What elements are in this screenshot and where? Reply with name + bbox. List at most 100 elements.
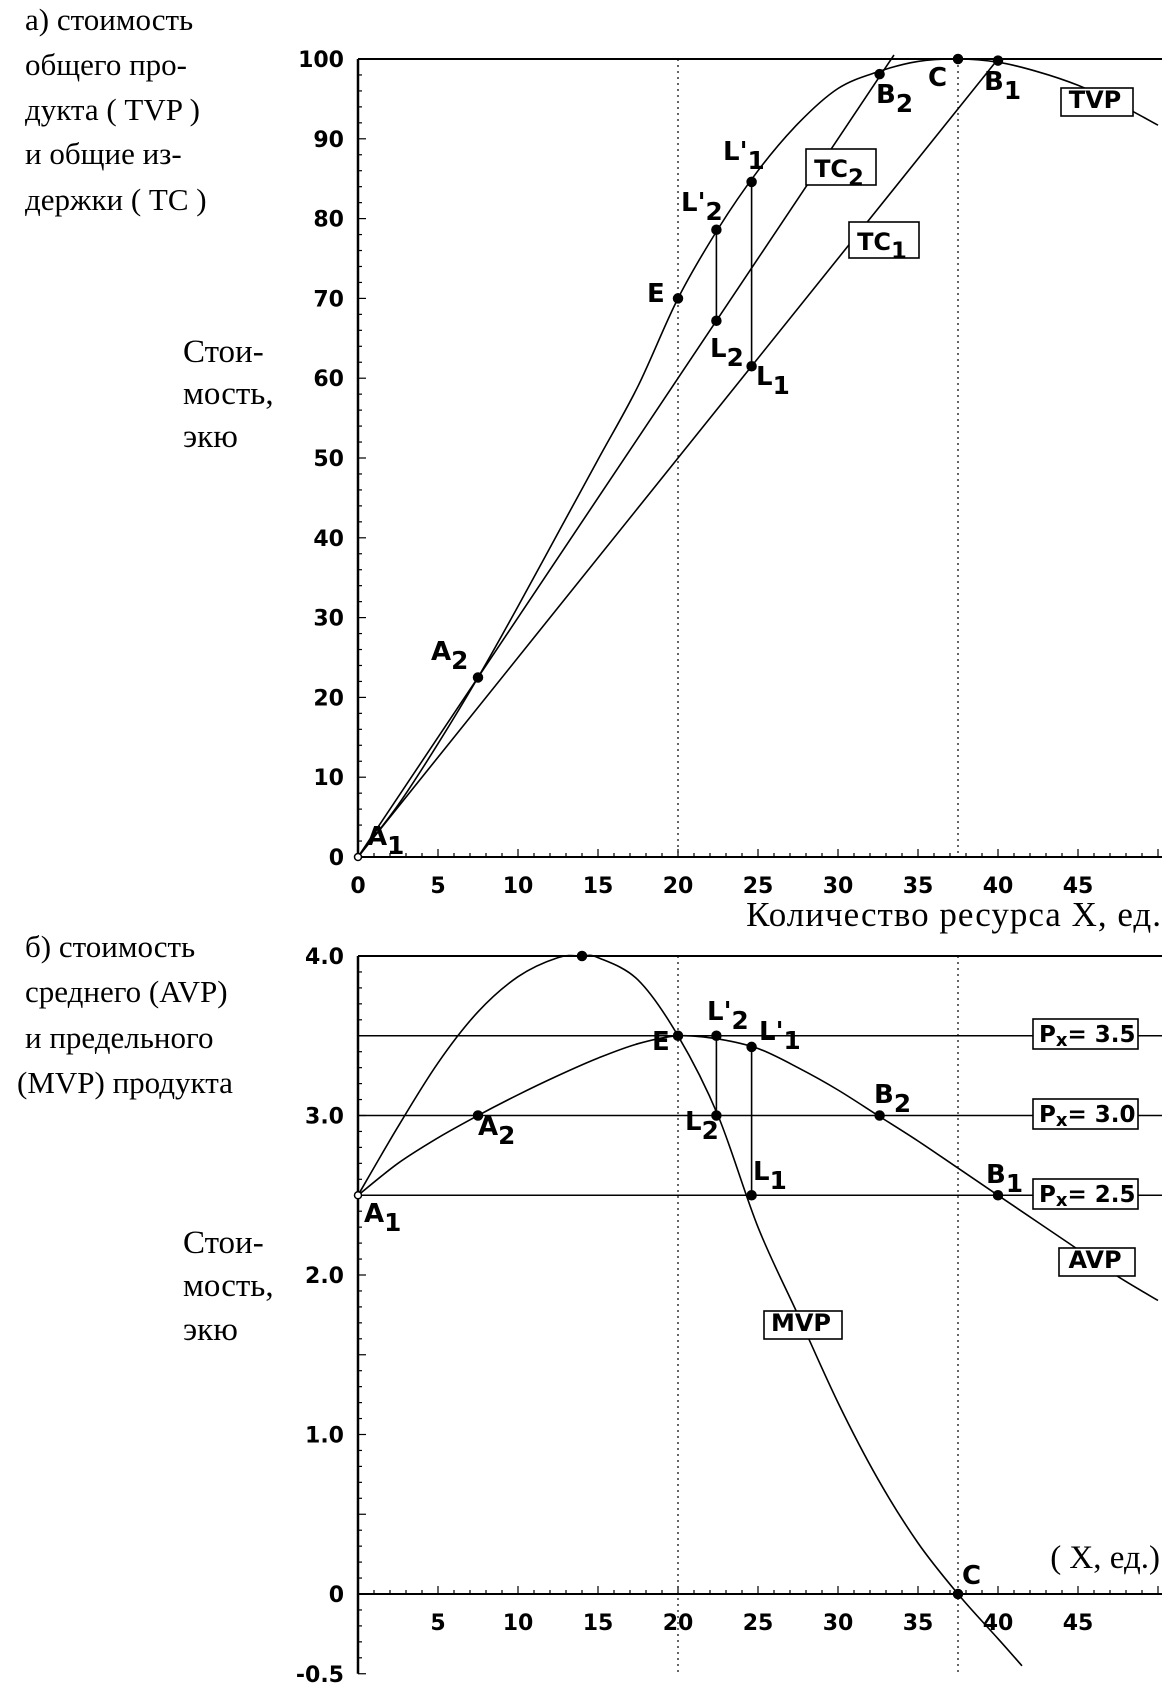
top-ylabel-line-3: экю	[183, 419, 238, 455]
top-point-l1	[746, 360, 757, 372]
top-legend-label-tc2: TC2	[814, 155, 864, 191]
top-legend-label-tc1: TC1	[857, 228, 907, 264]
bottom-point-l2	[711, 1110, 722, 1121]
bottom-legend-box-avp	[1058, 1247, 1136, 1277]
top-point-label-l1: L1	[756, 362, 790, 400]
bottom-point-e	[672, 1030, 684, 1041]
bottom-legend-label-mvp: MVP	[771, 1309, 831, 1337]
top-point-label-l2: L2	[710, 334, 744, 372]
bottom-point-a1	[353, 1191, 363, 1200]
bottom-x-tick-label: 35	[903, 1611, 934, 1636]
top-title-line-5: держки ( TC )	[25, 182, 207, 217]
bottom-x-tick-label: 25	[743, 1611, 774, 1636]
top-point-a2	[472, 672, 484, 683]
top-series-tc2	[357, 54, 895, 858]
bottom-x-tick-label: 15	[583, 1611, 614, 1636]
top-ylabel: Стои- мость, экю	[183, 334, 274, 455]
bottom-series-mvp	[357, 954, 1023, 1667]
top-x-tick-label: 20	[663, 874, 694, 899]
top-ylabel-line-1: Стои-	[183, 334, 264, 370]
top-x-tick-label: 30	[823, 874, 854, 899]
bottom-legend-label-px-3-0: Px= 3.0	[1039, 1102, 1136, 1131]
top-x-tick-label: 35	[903, 874, 934, 899]
bottom-title-line-4: (MVP) продукта	[17, 1065, 233, 1100]
top-title-line-2: общего про-	[25, 47, 187, 82]
top-point-label-l1p: L'1	[723, 137, 765, 175]
top-panel-title: а) стоимость общего про- дукта ( TVP ) и…	[25, 2, 207, 217]
top-x-tick-label: 40	[983, 874, 1014, 899]
top-point-label-c: C	[928, 63, 947, 93]
bottom-point-label-l1p: L'1	[759, 1017, 801, 1055]
top-series-tc1	[357, 58, 999, 858]
top-point-label-a2: A2	[431, 637, 468, 675]
top-y-tick-label: 30	[313, 607, 344, 632]
top-title-line-3: дукта ( TVP )	[25, 92, 200, 127]
top-point-l1p	[746, 176, 757, 188]
top-title-line-1: а) стоимость	[25, 2, 193, 37]
bottom-point-label-a1: A1	[364, 1199, 401, 1237]
bottom-ylabel-line-1: Стои-	[183, 1225, 264, 1261]
top-y-tick-label: 0	[329, 846, 344, 871]
bottom-y-tick-label: 0	[329, 1583, 344, 1608]
bottom-point-label-l2p: L'2	[707, 997, 749, 1035]
bottom-y-tick-label: 4.0	[305, 945, 344, 970]
bottom-point-label-b2: B2	[874, 1080, 911, 1118]
bottom-x-tick-label: 45	[1063, 1611, 1094, 1636]
top-point-c	[952, 53, 964, 65]
bottom-point-label-b1: B1	[986, 1160, 1023, 1198]
bottom-point-l1p	[746, 1041, 757, 1053]
bottom-legend-label-px-2-5: Px= 2.5	[1039, 1182, 1136, 1211]
bottom-ylabel: Стои- мость, экю	[183, 1225, 274, 1348]
bottom-y-tick-label: -0.5	[296, 1663, 344, 1688]
top-point-label-e: E	[647, 279, 665, 309]
bottom-legend-label-px-3-5: Px= 3.5	[1039, 1022, 1136, 1051]
top-legend-box-tvp	[1060, 87, 1134, 117]
bottom-y-tick-label: 1.0	[305, 1424, 344, 1449]
bottom-xlabel: ( X, ед.)	[1050, 1540, 1160, 1576]
top-x-tick-label: 5	[430, 874, 445, 899]
top-x-tick-label: 0	[350, 874, 365, 899]
bottom-point-l2p	[711, 1030, 722, 1041]
top-y-tick-label: 80	[313, 208, 344, 233]
top-y-tick-label: 60	[313, 367, 344, 392]
bottom-legend-box-px-2-5	[1032, 1178, 1139, 1210]
top-y-tick-label: 70	[313, 287, 344, 312]
top-point-a1	[353, 852, 363, 862]
bottom-title-line-3: и предельного	[25, 1020, 213, 1055]
bottom-legend-box-px-3-5	[1032, 1018, 1139, 1050]
top-point-label-b2: B2	[876, 80, 913, 118]
bottom-legend-box-mvp	[763, 1310, 843, 1340]
plot-bottom: 5 10 15 20 25 30 35 40 45-0.501.02.03.04.0A1A2EL…	[296, 945, 1162, 1688]
top-series-tvp	[357, 58, 1159, 858]
bottom-point-label-c: C	[962, 1561, 981, 1591]
top-legend-box-tc2	[805, 148, 877, 186]
bottom-point-b1	[992, 1190, 1004, 1201]
top-point-e	[672, 293, 684, 304]
top-legend-label-tvp: TVP	[1069, 86, 1122, 114]
top-y-tick-label: 100	[298, 48, 344, 73]
top-y-tick-label: 10	[313, 766, 344, 791]
bottom-x-tick-label: 10	[503, 1611, 534, 1636]
plot-top: 0 5 10 15 20 25 30 35 40 45 0 10 20 30 40 50 60 70 80 90 100…	[298, 48, 1162, 899]
bottom-y-tick-label: 3.0	[305, 1105, 344, 1130]
bottom-title-line-1: б) стоимость	[25, 929, 195, 964]
bottom-x-tick-label: 40	[983, 1611, 1014, 1636]
bottom-series-avp	[357, 1034, 1159, 1302]
bottom-point-l1	[746, 1190, 757, 1201]
bottom-point-c	[952, 1588, 964, 1600]
top-x-tick-label: 45	[1063, 874, 1094, 899]
top-y-tick-label: 90	[313, 128, 344, 153]
top-point-label-a1: A1	[367, 822, 404, 860]
top-y-tick-label: 50	[313, 447, 344, 472]
bottom-ylabel-line-2: мость,	[183, 1268, 274, 1304]
top-point-label-b1: B1	[984, 67, 1021, 105]
bottom-x-tick-label: 30	[823, 1611, 854, 1636]
top-point-label-l2p: L'2	[681, 188, 723, 226]
bottom-point-peak	[576, 950, 588, 962]
top-legend-box-tc1	[848, 221, 920, 259]
top-point-b1	[992, 55, 1004, 66]
bottom-point-label-l2: L2	[685, 1107, 719, 1145]
bottom-point-label-a2: A2	[478, 1112, 515, 1150]
bottom-y-tick-label: 2.0	[305, 1264, 344, 1289]
